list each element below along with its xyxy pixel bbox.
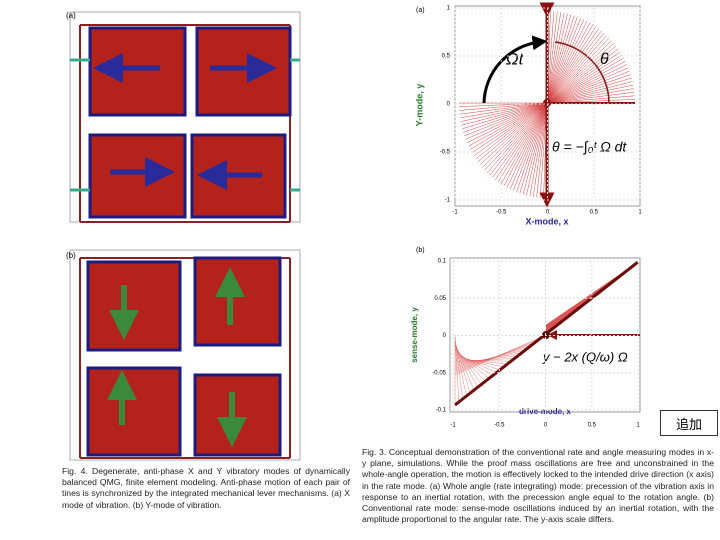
- origin: [543, 99, 551, 107]
- x-tick-label: 0: [546, 210, 550, 216]
- ray: [468, 102, 548, 147]
- ray: [546, 70, 630, 104]
- ray: [546, 43, 615, 104]
- angle-arc: [554, 41, 610, 104]
- y-tick-label: -0.05: [432, 370, 446, 376]
- panel-label: (a): [66, 11, 76, 20]
- x-axis-label: drive-mode, x: [519, 407, 572, 416]
- rotation-arc: [482, 35, 548, 104]
- ray: [546, 24, 594, 104]
- annotation: -Ωt: [500, 49, 525, 68]
- annotation: θ: [600, 51, 609, 68]
- x-tick-label: 1: [638, 210, 642, 216]
- ray: [546, 61, 626, 104]
- panel-label: (b): [66, 251, 76, 260]
- ray: [489, 102, 548, 176]
- y-tick-label: -0.5: [440, 150, 451, 156]
- ray: [495, 102, 548, 180]
- ray: [497, 102, 548, 183]
- ray: [477, 102, 548, 163]
- ray: [546, 51, 621, 104]
- ray: [546, 95, 635, 104]
- y-tick-label: 0: [447, 102, 451, 108]
- ray: [546, 32, 605, 104]
- ray: [546, 37, 610, 104]
- add-button[interactable]: 追加: [660, 410, 718, 436]
- ray: [546, 84, 634, 104]
- ray: [546, 40, 612, 104]
- ray: [466, 102, 548, 143]
- ray: [546, 28, 599, 104]
- y-tick-label: 0.05: [434, 296, 446, 302]
- ray: [516, 102, 548, 193]
- ray: [465, 102, 548, 140]
- ray: [475, 102, 548, 160]
- panel-label: (a): [416, 7, 425, 14]
- ray: [459, 102, 548, 115]
- ray: [470, 102, 548, 150]
- ray: [484, 102, 548, 171]
- x-tick-label: 0.5: [588, 423, 597, 429]
- ray: [546, 91, 635, 104]
- caption: Fig. 3. Conceptual demonstration of the …: [362, 447, 714, 525]
- ray: [546, 57, 624, 104]
- ray: [546, 35, 607, 104]
- y-axis-label: Y-mode, y: [414, 84, 424, 127]
- ray: [546, 48, 619, 104]
- x-tick-label: 1: [636, 423, 640, 429]
- ray: [464, 102, 548, 137]
- caption: Fig. 4. Degenerate, anti-phase X and Y v…: [62, 466, 350, 510]
- ray: [546, 16, 578, 104]
- ray: [462, 102, 548, 130]
- ray: [487, 102, 548, 173]
- ray: [546, 74, 631, 104]
- x-tick-label: 0.5: [590, 210, 599, 216]
- fem-a: [69, 11, 301, 223]
- ray: [460, 102, 548, 119]
- ray: [546, 77, 632, 104]
- x-tick-label: -0.5: [494, 423, 505, 429]
- ray: [503, 102, 548, 187]
- y-tick-label: 0: [443, 333, 447, 339]
- fem-b: [69, 249, 301, 461]
- y-tick-label: 0.1: [438, 259, 447, 265]
- ray: [473, 102, 548, 156]
- y-tick-label: 0.5: [442, 54, 451, 60]
- y-tick-label: -1: [445, 198, 451, 204]
- ray: [482, 102, 548, 168]
- ray: [546, 64, 628, 104]
- x-tick-label: -0.5: [496, 210, 507, 216]
- ray: [546, 88, 634, 104]
- ray: [546, 22, 591, 104]
- ray: [500, 102, 548, 185]
- ray: [461, 102, 548, 126]
- ray: [454, 334, 547, 376]
- y-tick-label: 1: [447, 6, 451, 12]
- ray: [546, 81, 633, 104]
- ray: [546, 30, 602, 104]
- equation: y − 2x (Q/ω) Ω: [542, 349, 628, 364]
- ray: [546, 54, 623, 104]
- ray: [546, 26, 597, 104]
- ray: [471, 102, 548, 153]
- x-tick-label: -1: [450, 423, 456, 429]
- ray: [463, 102, 548, 133]
- ray: [546, 67, 629, 104]
- panel-label: (b): [416, 247, 425, 254]
- ray: [479, 102, 548, 165]
- x-axis-label: X-mode, x: [525, 216, 568, 226]
- x-tick-label: -1: [452, 210, 458, 216]
- x-tick-label: 0: [544, 423, 548, 429]
- y-axis-label: sense-mode, y: [410, 307, 419, 363]
- y-tick-label: -0.1: [436, 408, 447, 414]
- equation: θ = −∫₀ᵗ Ω dt: [552, 139, 627, 156]
- ray: [460, 102, 548, 122]
